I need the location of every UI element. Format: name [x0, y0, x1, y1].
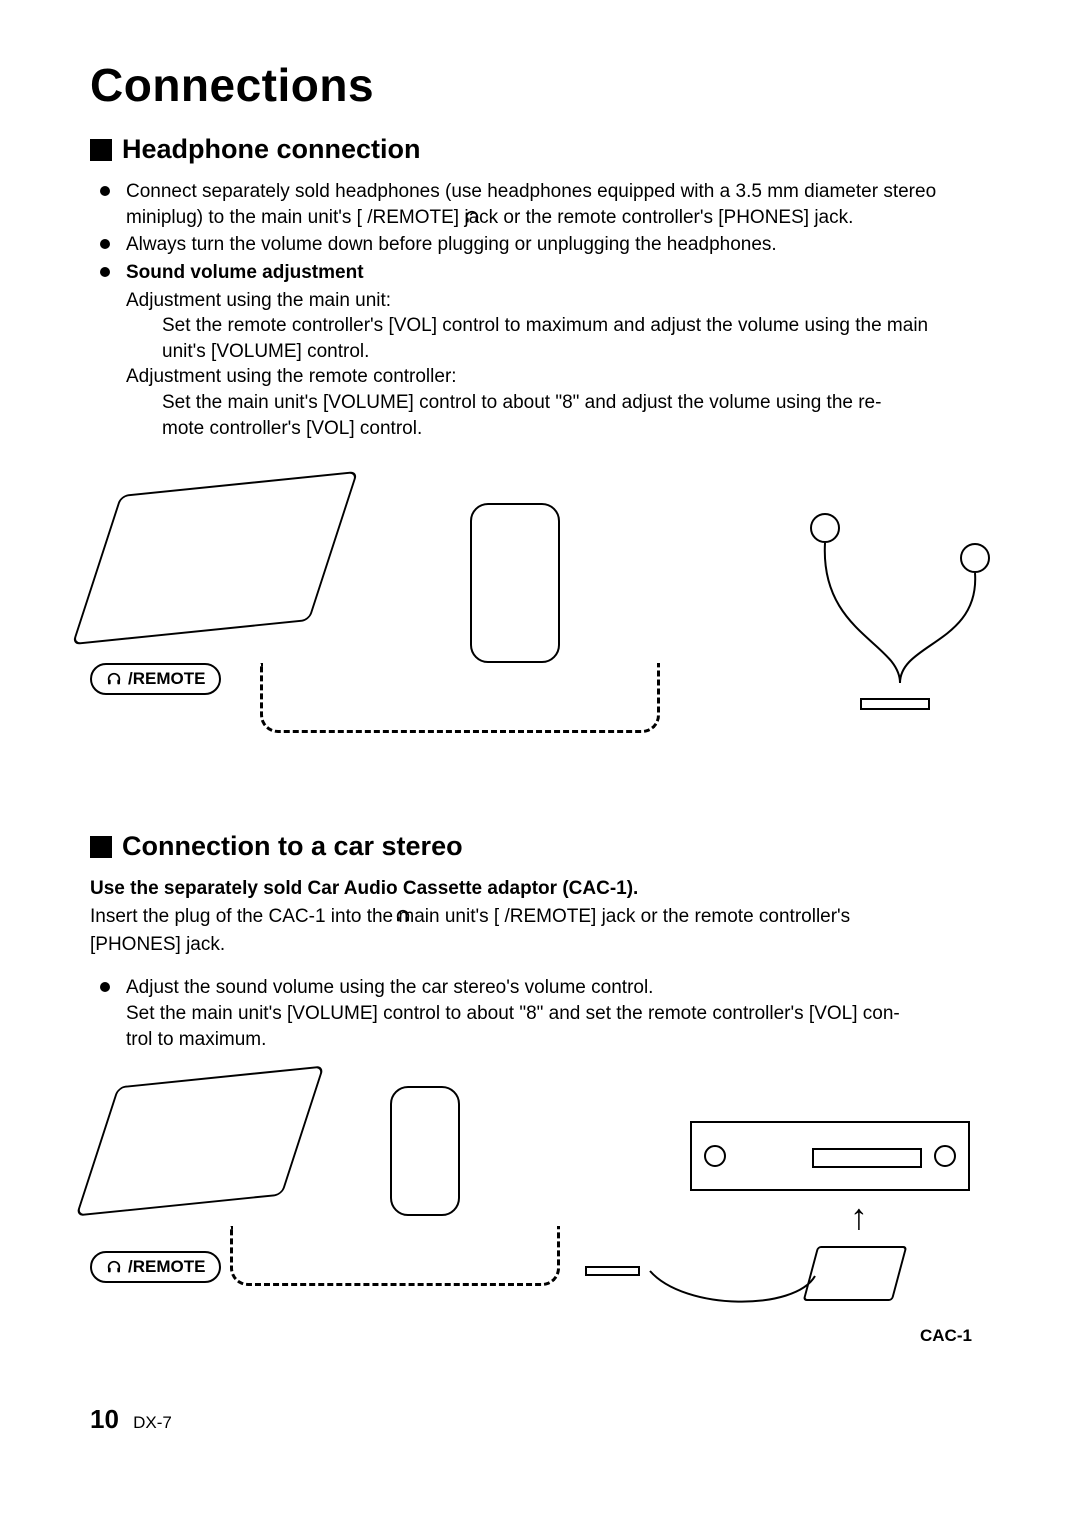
list-item: Connect separately sold headphones (use …: [94, 179, 990, 230]
page-number: 10: [90, 1404, 119, 1434]
section1-heading: Headphone connection: [90, 134, 990, 165]
section2-bullet-list: Adjust the sound volume using the car st…: [94, 975, 990, 1052]
remote-controller-illustration: [390, 1086, 460, 1216]
bullet-text: Set the main unit's [VOLUME] control to …: [126, 1003, 900, 1024]
page-title: Connections: [90, 58, 990, 112]
cd-player-illustration: [72, 471, 359, 645]
sub-line: unit's [VOLUME] control.: [90, 339, 990, 365]
section2-heading: Connection to a car stereo: [90, 831, 990, 862]
model-name: DX-7: [133, 1413, 172, 1432]
lead-line: Insert the plug of the CAC-1 into the ma…: [90, 904, 990, 930]
sub-line: Adjustment using the main unit:: [90, 288, 990, 314]
remote-jack-label-text: /REMOTE: [128, 669, 205, 689]
lead-line: [PHONES] jack.: [90, 932, 990, 958]
list-item: Sound volume adjustment: [94, 260, 990, 286]
bullet-text: miniplug) to the main unit's [ /REMOTE] …: [126, 207, 853, 228]
lead-bold: Use the separately sold Car Audio Casset…: [90, 876, 990, 902]
list-item: Adjust the sound volume using the car st…: [94, 975, 990, 1052]
section2-lead: Use the separately sold Car Audio Casset…: [90, 876, 990, 957]
cable-illustration: [645, 1216, 825, 1316]
car-stereo-illustration: [690, 1121, 970, 1191]
list-item: Always turn the volume down before plugg…: [94, 232, 990, 258]
arrow-up-icon: ↑: [850, 1196, 868, 1238]
page-footer: 10 DX-7: [90, 1404, 990, 1435]
square-marker-icon: [90, 139, 112, 161]
headphone-icon: [106, 1259, 122, 1275]
remote-controller-illustration: [470, 503, 560, 663]
bullet-text: Adjust the sound volume using the car st…: [126, 977, 653, 998]
earbuds-illustration: [810, 483, 990, 623]
remote-jack-label: /REMOTE: [90, 1251, 221, 1283]
sub-line: Set the remote controller's [VOL] contro…: [90, 313, 990, 339]
cable-illustration: [260, 663, 660, 733]
section2-heading-text: Connection to a car stereo: [122, 831, 463, 862]
sub-line: Adjustment using the remote controller:: [90, 364, 990, 390]
plug-illustration: [585, 1266, 640, 1276]
figure-car-stereo-connection: ↑ /REMOTE CAC-1: [90, 1076, 990, 1366]
lead-line-text: Insert the plug of the CAC-1 into the ma…: [90, 906, 850, 927]
square-marker-icon: [90, 836, 112, 858]
sub-line: Set the main unit's [VOLUME] control to …: [90, 390, 990, 416]
headphone-icon: [395, 908, 411, 924]
plug-illustration: [860, 698, 930, 710]
remote-jack-label: /REMOTE: [90, 663, 221, 695]
sub-line: mote controller's [VOL] control.: [90, 416, 990, 442]
bullet-text: Connect separately sold headphones (use …: [126, 181, 936, 202]
cac-label: CAC-1: [920, 1326, 972, 1346]
figure-headphone-connection: /REMOTE: [90, 473, 990, 783]
bullet-text: Always turn the volume down before plugg…: [126, 234, 777, 255]
cd-player-illustration: [75, 1066, 324, 1217]
bullet-title: Sound volume adjustment: [126, 262, 364, 283]
headphone-icon: [106, 671, 122, 687]
headphone-icon: [464, 209, 480, 225]
remote-jack-label-text: /REMOTE: [128, 1257, 205, 1277]
bullet-text: trol to maximum.: [126, 1029, 266, 1050]
section1-heading-text: Headphone connection: [122, 134, 421, 165]
cable-illustration: [230, 1226, 560, 1286]
section1-bullet-list: Connect separately sold headphones (use …: [94, 179, 990, 286]
